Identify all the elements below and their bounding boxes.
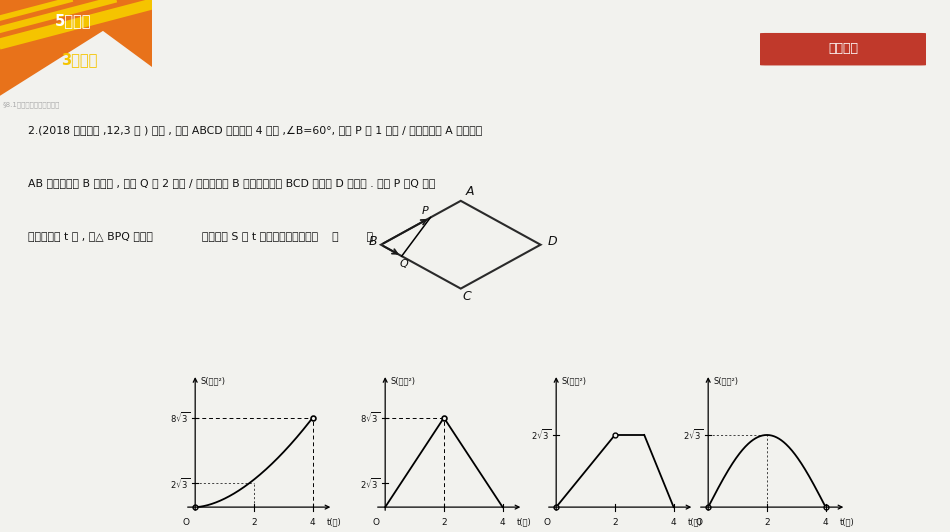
Text: S(厘米²): S(厘米²)	[390, 377, 415, 386]
Text: 2.(2018 山东潍坊 ,12,3 分 ) 如图 , 菱形 ABCD 的边长是 4 厘米 ,∠B=60°, 动点 P 以 1 厘米 / 秒的速度自 A 点出发: 2.(2018 山东潍坊 ,12,3 分 ) 如图 , 菱形 ABCD 的边长是…	[28, 126, 483, 136]
FancyBboxPatch shape	[756, 33, 930, 65]
Text: 4: 4	[671, 518, 676, 527]
Text: O: O	[182, 518, 189, 527]
Polygon shape	[61, 0, 152, 67]
Text: t(秒): t(秒)	[689, 518, 703, 527]
Text: $P$: $P$	[421, 204, 429, 217]
Text: 2: 2	[251, 518, 256, 527]
Polygon shape	[0, 0, 152, 96]
Text: 出发运动了 t 秒 , 记△ BPQ 的面积              中能表示 S 与 t 之间的函数关系的是    （        ）: 出发运动了 t 秒 , 记△ BPQ 的面积 中能表示 S 与 t 之间的函数关…	[28, 231, 373, 241]
Text: $Q$: $Q$	[398, 256, 408, 270]
Text: $2\sqrt{3}$: $2\sqrt{3}$	[170, 476, 190, 491]
Text: §8.1　选择题、填空题难题: §8.1 选择题、填空题难题	[3, 102, 60, 109]
Text: S(厘米²): S(厘米²)	[713, 377, 738, 386]
Text: t(秒): t(秒)	[518, 518, 532, 527]
Text: 4: 4	[823, 518, 828, 527]
Text: S(厘米²): S(厘米²)	[561, 377, 586, 386]
Text: 3年模拟: 3年模拟	[61, 52, 97, 67]
Text: $2\sqrt{3}$: $2\sqrt{3}$	[683, 428, 703, 442]
Text: 栏目索引: 栏目索引	[828, 42, 858, 55]
Text: $8\sqrt{3}$: $8\sqrt{3}$	[360, 411, 380, 425]
Text: 2: 2	[441, 518, 446, 527]
Text: 4: 4	[310, 518, 315, 527]
Text: S(厘米²): S(厘米²)	[200, 377, 225, 386]
Text: $C$: $C$	[463, 290, 473, 303]
Text: $2\sqrt{3}$: $2\sqrt{3}$	[360, 476, 380, 491]
Text: t(秒): t(秒)	[841, 518, 855, 527]
Text: AB 方向运动至 B 点停止 , 动点 Q 以 2 厘米 / 秒的速度自 B 点出发沿折线 BCD 运动至 D 点停止 . 若点 P 、Q 同时: AB 方向运动至 B 点停止 , 动点 Q 以 2 厘米 / 秒的速度自 B 点…	[28, 178, 435, 188]
Text: t(秒): t(秒)	[328, 518, 342, 527]
Text: 4: 4	[500, 518, 505, 527]
Text: $D$: $D$	[547, 235, 558, 248]
Text: 2: 2	[612, 518, 618, 527]
Text: $A$: $A$	[465, 185, 475, 198]
Text: 2: 2	[764, 518, 770, 527]
Text: O: O	[543, 518, 550, 527]
Text: 5年中考: 5年中考	[55, 14, 91, 29]
Text: $8\sqrt{3}$: $8\sqrt{3}$	[170, 411, 190, 425]
Text: O: O	[372, 518, 379, 527]
Text: O: O	[695, 518, 702, 527]
Text: $2\sqrt{3}$: $2\sqrt{3}$	[531, 428, 551, 442]
Text: $B$: $B$	[369, 235, 378, 248]
